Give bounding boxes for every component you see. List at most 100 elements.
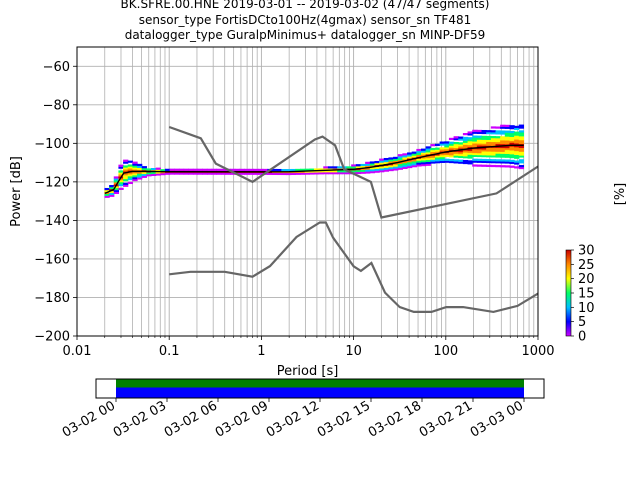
psd-cell [453, 147, 459, 150]
psd-cell [383, 161, 390, 165]
psd-cell [490, 143, 497, 146]
psd-cell [444, 143, 450, 146]
psd-cell [276, 168, 282, 172]
colorbar [565, 249, 572, 337]
psd-cell [476, 158, 483, 161]
psd-cell [481, 160, 487, 164]
psd-cell [518, 165, 525, 168]
psd-cell [434, 151, 441, 154]
psd-cell [467, 133, 473, 136]
psd-cell [192, 168, 199, 171]
psd-cell [495, 126, 501, 129]
psd-cell [230, 168, 236, 171]
psd-cell [169, 168, 175, 171]
psd-cell [234, 168, 241, 171]
psd-cell [407, 163, 413, 167]
psd-cell [425, 157, 431, 161]
timeline-tick-label: 03-02 06 [162, 398, 220, 440]
psd-cell [127, 181, 133, 185]
psd-cell [225, 172, 231, 175]
psd-cell [509, 150, 515, 153]
psd-cell [518, 124, 525, 127]
psd-cell [490, 164, 497, 168]
psd-cell [393, 160, 399, 163]
psd-cell [383, 157, 390, 161]
psd-cell [313, 172, 320, 175]
psd-cell [397, 167, 403, 170]
psd-cell [472, 164, 478, 167]
psd-cell [467, 150, 473, 153]
psd-cell [118, 170, 124, 173]
psd-cell [188, 172, 194, 175]
psd-cell [290, 168, 296, 172]
psd-cell [514, 139, 520, 142]
psd-cell [253, 168, 259, 172]
psd-cell [476, 143, 483, 146]
psd-cell [411, 159, 417, 162]
psd-cell [118, 181, 124, 185]
psd-cell [132, 177, 138, 180]
psd-cell [504, 151, 511, 154]
psd-cell [402, 160, 408, 164]
psd-cell [155, 173, 161, 176]
psd-cell [104, 189, 110, 193]
psd-cell [430, 149, 436, 153]
psd-cell [327, 168, 334, 171]
psd-cell [407, 162, 413, 165]
psd-cell [113, 189, 120, 193]
psd-cell [169, 172, 175, 175]
colorbar-tick-label: 20 [578, 272, 595, 287]
psd-cell [495, 161, 501, 164]
psd-cell [365, 171, 371, 174]
psd-cell [421, 160, 427, 163]
psd-cell [490, 149, 497, 152]
psd-cell [123, 178, 129, 182]
psd-cell [495, 165, 501, 168]
psd-cell [500, 136, 506, 139]
psd-cell [453, 136, 459, 139]
psd-cell [500, 155, 506, 158]
y-tick-label: −100 [34, 137, 70, 152]
psd-cell [113, 180, 120, 183]
psd-cell [137, 177, 143, 180]
psd-cell [500, 149, 506, 152]
psd-cell [407, 165, 413, 169]
psd-cell [141, 175, 147, 178]
psd-cell [472, 150, 478, 154]
psd-cell [137, 167, 143, 170]
psd-cell [127, 166, 133, 169]
psd-cell [514, 150, 520, 154]
psd-cell [495, 138, 501, 141]
psd-cell [467, 131, 473, 134]
psd-cell [393, 158, 399, 161]
colorbar-tick-label: 15 [578, 287, 595, 302]
psd-cell [504, 124, 511, 128]
psd-cell [151, 168, 157, 171]
psd-cell [425, 159, 431, 163]
psd-cell [323, 166, 329, 169]
psd-cell [509, 161, 515, 164]
psd-cell [518, 132, 525, 135]
psd-cell [434, 147, 441, 150]
psd-cell [462, 138, 469, 141]
psd-cell [430, 144, 436, 147]
x-tick-label: 1000 [521, 344, 554, 359]
psd-cell [448, 137, 455, 141]
psd-cell [518, 149, 525, 152]
psd-cell [123, 159, 129, 162]
psd-cell [509, 155, 515, 159]
psd-cell [462, 140, 469, 143]
psd-cell [490, 141, 497, 144]
psd-cell [341, 170, 348, 173]
psd-cell [327, 172, 334, 175]
psd-cell [421, 150, 427, 153]
psd-cell [490, 159, 497, 162]
psd-cell [444, 149, 450, 152]
psd-cell [351, 170, 357, 173]
timeline-data-bar [116, 387, 524, 398]
psd-cell [430, 159, 436, 162]
psd-cell [383, 167, 390, 170]
psd-cell [476, 131, 483, 134]
psd-cell [416, 158, 422, 161]
psd-cell [332, 172, 338, 175]
